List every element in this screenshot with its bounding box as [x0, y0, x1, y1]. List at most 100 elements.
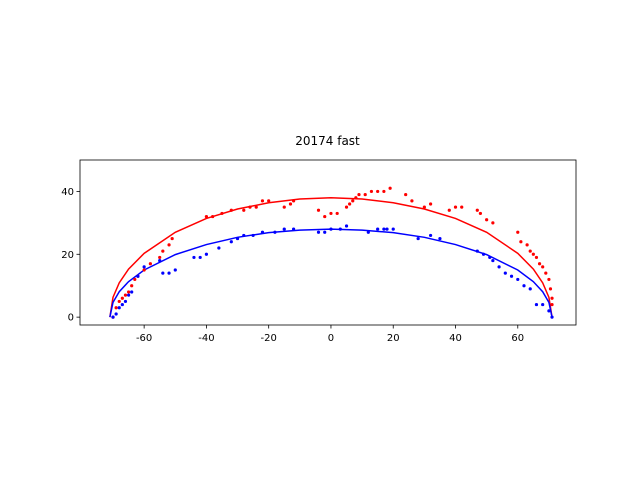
data-point [282, 205, 286, 209]
data-point [161, 249, 165, 253]
data-point [158, 255, 162, 260]
data-point [136, 274, 140, 278]
data-point [229, 208, 233, 212]
x-tick-label: 40 [449, 333, 462, 344]
data-point [447, 208, 451, 212]
data-point [123, 293, 128, 297]
data-point [509, 274, 514, 278]
data-point [547, 277, 551, 282]
data-point [142, 268, 146, 272]
data-point [363, 192, 367, 197]
y-tick-label: 40 [61, 187, 74, 198]
data-point [235, 236, 240, 241]
data-point [550, 315, 554, 319]
data-point [385, 227, 389, 231]
data-point [291, 227, 296, 231]
data-point [167, 271, 171, 275]
data-point [366, 230, 370, 234]
plot-frame [79, 159, 577, 326]
data-point [111, 315, 115, 319]
data-point [126, 290, 131, 294]
data-point [120, 302, 124, 307]
data-point [242, 233, 246, 238]
data-point [550, 302, 554, 307]
data-point [357, 192, 361, 197]
data-point [316, 208, 321, 212]
data-point [220, 211, 224, 216]
data-point [142, 265, 146, 269]
data-point [211, 214, 215, 219]
data-point [120, 296, 124, 300]
x-tick-label: -20 [261, 333, 277, 344]
data-point [217, 246, 221, 250]
data-point [525, 243, 529, 247]
data-point [516, 277, 520, 282]
data-point [528, 287, 532, 291]
data-point [248, 205, 252, 209]
data-point [376, 189, 380, 194]
data-point [541, 265, 545, 269]
data-point [161, 271, 165, 275]
y-tick-label: 0 [68, 313, 74, 324]
data-point [519, 240, 523, 244]
data-point [550, 296, 554, 300]
data-point [204, 214, 209, 219]
data-point [488, 255, 492, 260]
data-point [123, 299, 128, 304]
data-point [229, 240, 233, 244]
data-point [410, 199, 414, 203]
data-point [516, 230, 520, 234]
data-point [369, 189, 374, 194]
data-point [460, 205, 464, 209]
data-point [428, 202, 433, 206]
fit-curve [109, 196, 553, 318]
data-point [416, 236, 420, 241]
data-point [251, 233, 255, 238]
data-point [170, 236, 174, 241]
data-point [192, 255, 196, 260]
x-tick-label: -40 [198, 333, 214, 344]
data-point [114, 312, 118, 316]
data-point [478, 211, 483, 216]
data-point [282, 227, 286, 231]
data-point [422, 205, 426, 209]
data-point [167, 243, 171, 247]
data-point [475, 249, 479, 253]
data-point [344, 224, 349, 228]
data-point [117, 299, 121, 304]
data-point [126, 293, 131, 297]
data-point [497, 265, 501, 269]
data-point [534, 302, 539, 307]
x-tick-label: -60 [136, 333, 152, 344]
data-point [522, 284, 526, 288]
data-point [242, 208, 246, 212]
data-point [503, 271, 507, 275]
data-point [491, 258, 495, 263]
data-point [288, 202, 293, 206]
data-point [335, 211, 339, 216]
data-point [548, 287, 553, 291]
data-point [354, 196, 358, 200]
data-point [376, 227, 380, 231]
data-point [528, 249, 532, 253]
data-point [114, 306, 118, 310]
data-point [544, 271, 548, 275]
y-tick-label: 20 [61, 250, 74, 261]
data-point [438, 236, 442, 241]
chart-title: 20174 fast [295, 134, 360, 148]
data-point [173, 268, 177, 272]
x-tick-label: 0 [328, 333, 334, 344]
data-point [541, 302, 545, 307]
data-point [260, 199, 265, 203]
data-point [329, 227, 333, 231]
data-point [260, 230, 265, 234]
data-point [537, 262, 542, 266]
data-point [329, 211, 333, 216]
data-point [391, 227, 395, 231]
data-point [267, 199, 271, 203]
data-point [404, 192, 408, 197]
data-point [382, 227, 386, 231]
data-point [117, 306, 121, 310]
data-point [491, 221, 495, 225]
